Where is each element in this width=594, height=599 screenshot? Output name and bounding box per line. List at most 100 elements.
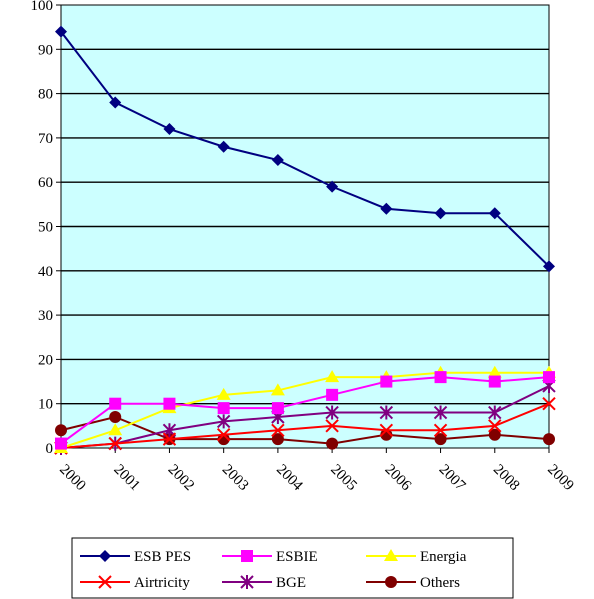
legend-marker — [241, 550, 253, 562]
legend-marker — [99, 550, 111, 562]
series-layer — [54, 25, 556, 455]
data-point — [380, 202, 393, 215]
series-line — [60, 385, 550, 449]
series-bge — [54, 378, 556, 455]
x-tick-label: 2002 — [165, 462, 198, 495]
data-point — [326, 180, 339, 193]
y-tick-label: 60 — [38, 175, 53, 191]
data-point — [543, 433, 555, 446]
data-point — [217, 433, 230, 446]
legend-label: BGE — [276, 575, 306, 591]
x-tick-label: 2009 — [544, 462, 577, 495]
data-point — [433, 405, 448, 420]
series-line — [60, 371, 549, 449]
data-point — [216, 414, 231, 429]
y-tick-label: 70 — [38, 131, 53, 147]
legend-marker — [384, 549, 398, 561]
data-point — [55, 424, 67, 437]
legend: ESB PES ESBIE Energia Airtricity BGE Others — [71, 537, 514, 599]
y-axis: 0 10 20 30 40 50 60 70 80 90 100 — [31, 0, 61, 457]
data-point — [488, 428, 501, 441]
legend-label: ESB PES — [134, 549, 191, 565]
data-point — [108, 436, 122, 451]
data-point — [271, 423, 285, 437]
legend-label: ESBIE — [276, 549, 318, 565]
data-point — [216, 387, 231, 400]
data-point — [271, 154, 284, 167]
legend-item: ESBIE — [222, 549, 318, 565]
data-point — [488, 419, 502, 433]
data-point — [217, 402, 230, 415]
series-esb-pes — [55, 25, 555, 273]
data-point — [433, 423, 448, 437]
series-line — [60, 376, 550, 445]
data-point — [163, 123, 176, 136]
data-point — [109, 410, 122, 423]
x-tick-label: 2004 — [273, 462, 306, 495]
series-line — [60, 402, 550, 449]
data-point — [108, 423, 123, 436]
data-point — [109, 96, 122, 109]
data-point — [488, 405, 502, 420]
data-point — [380, 375, 393, 388]
data-point — [434, 371, 447, 384]
x-tick-label: 2000 — [56, 462, 89, 495]
legend-label: Others — [420, 575, 460, 591]
data-point — [543, 260, 555, 273]
x-axis: 2000 2001 2002 2003 2004 2005 2006 2007 2008 2009 — [56, 448, 577, 494]
data-point — [326, 388, 339, 401]
y-tick-label: 80 — [38, 87, 53, 103]
y-tick-label: 100 — [31, 0, 54, 14]
data-point — [487, 365, 502, 378]
legend-marker — [240, 575, 254, 589]
y-tick-label: 10 — [38, 397, 53, 413]
y-tick-label: 20 — [38, 352, 53, 368]
y-tick-label: 0 — [46, 441, 54, 457]
legend-item: Airtricity — [80, 575, 190, 591]
data-point — [325, 405, 339, 420]
legend-label: Airtricity — [134, 575, 190, 591]
series-line — [60, 30, 550, 268]
x-tick-label: 2001 — [110, 462, 143, 495]
y-tick-label: 40 — [38, 264, 53, 280]
data-point — [55, 25, 67, 38]
data-point — [55, 437, 67, 450]
data-point — [325, 419, 339, 433]
legend-item: Energia — [366, 549, 467, 565]
legend-item: ESB PES — [80, 549, 191, 565]
legend-box — [71, 537, 514, 599]
legend-label: Energia — [420, 549, 467, 565]
x-tick-label: 2003 — [219, 462, 252, 495]
x-tick-label: 2006 — [382, 462, 415, 495]
series-esbie — [55, 371, 555, 450]
data-point — [163, 397, 176, 410]
legend-item: BGE — [222, 575, 306, 591]
data-point — [325, 370, 340, 383]
x-tick-label: 2008 — [490, 462, 523, 495]
data-point — [542, 396, 556, 411]
legend-item: Others — [366, 575, 460, 591]
data-point — [217, 140, 230, 153]
y-tick-label: 90 — [38, 42, 53, 58]
data-point — [271, 433, 284, 446]
data-point — [162, 432, 177, 446]
legend-marker — [98, 575, 112, 589]
y-tick-label: 30 — [38, 308, 53, 324]
data-point — [271, 402, 284, 415]
y-tick-label: 50 — [38, 220, 53, 236]
legend-marker — [385, 576, 397, 588]
data-point — [488, 375, 501, 388]
data-point — [216, 428, 231, 442]
series-line — [60, 415, 550, 445]
data-point — [434, 207, 447, 220]
x-tick-label: 2007 — [436, 462, 469, 495]
data-point — [488, 207, 501, 220]
data-point — [109, 397, 122, 410]
data-point — [380, 428, 393, 441]
x-tick-label: 2005 — [327, 462, 360, 495]
data-point — [379, 405, 394, 420]
data-point — [326, 437, 339, 450]
data-point — [270, 383, 285, 396]
data-point — [543, 371, 555, 384]
